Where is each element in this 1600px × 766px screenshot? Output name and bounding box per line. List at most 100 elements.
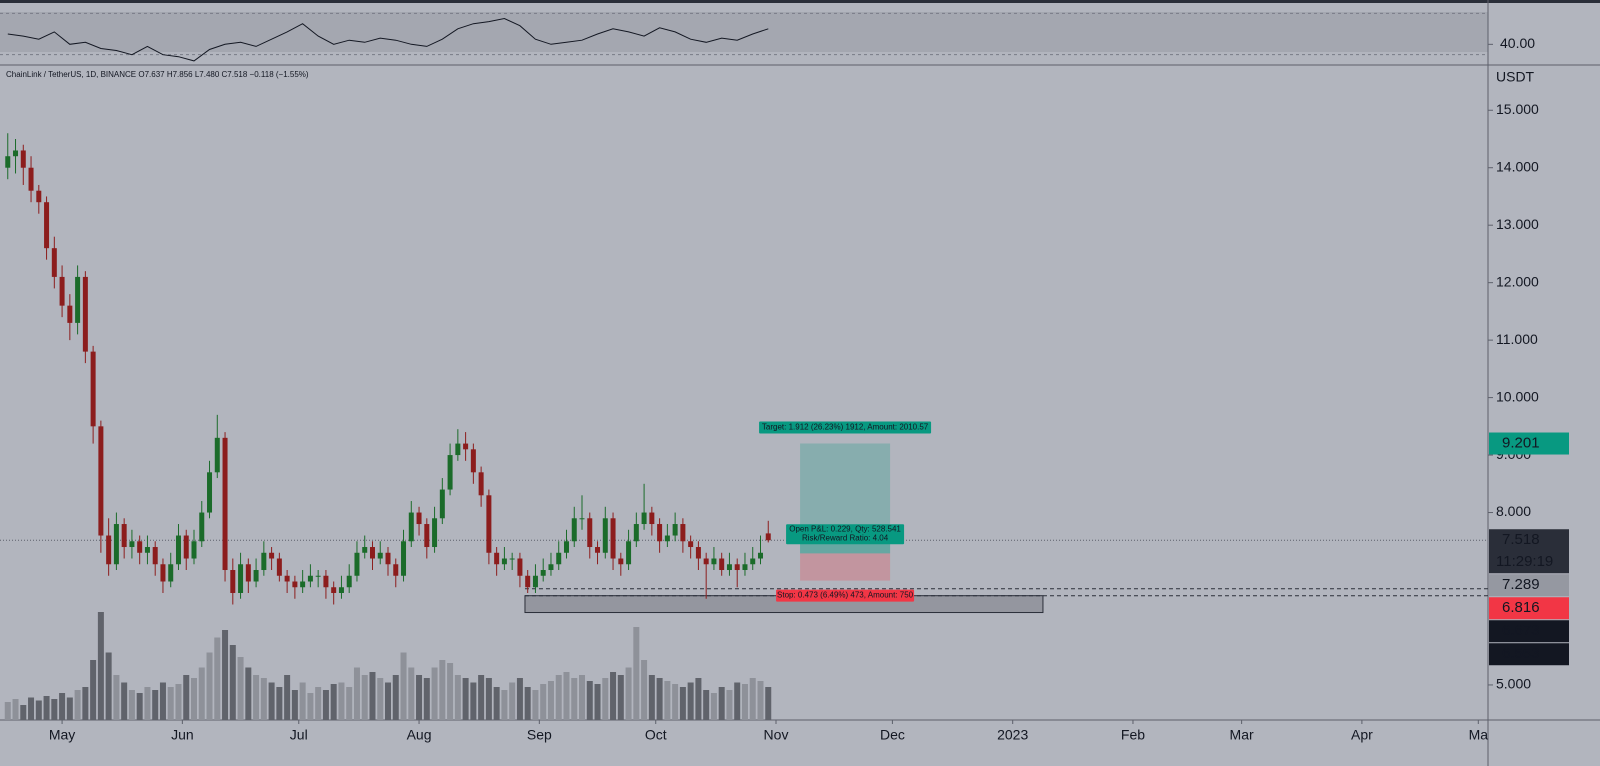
volume-bar	[524, 687, 531, 720]
volume-bar	[687, 682, 694, 720]
candle-body	[238, 564, 244, 593]
volume-bar	[656, 678, 663, 720]
price-badge	[1489, 574, 1569, 597]
x-tick-label: Aug	[407, 727, 432, 743]
candle-body	[610, 518, 616, 559]
candle-body	[5, 156, 11, 168]
candle-body	[563, 541, 569, 553]
volume-bar	[152, 690, 159, 720]
volume-bar	[633, 627, 640, 720]
y-tick-label: 5.000	[1496, 676, 1531, 692]
target-label-box	[759, 421, 932, 434]
volume-bar	[703, 690, 710, 720]
volume-bar	[191, 678, 198, 720]
candle-body	[362, 547, 368, 553]
candle-body	[144, 547, 150, 553]
candle-body	[160, 564, 166, 582]
candle-body	[393, 564, 399, 576]
candle-body	[556, 552, 562, 565]
candle-body	[424, 524, 430, 548]
volume-bar	[710, 693, 717, 720]
y-tick-label: 14.000	[1496, 158, 1539, 174]
candle-body	[703, 558, 709, 565]
x-tick-label: Oct	[645, 727, 667, 743]
candle-body	[292, 581, 298, 588]
volume-bar	[322, 690, 329, 720]
volume-bar	[408, 667, 415, 720]
x-tick-label: Jul	[290, 727, 308, 743]
volume-bar	[579, 675, 586, 720]
y-tick-label: 11.000	[1496, 331, 1538, 347]
ratio-label: Risk/Reward Ratio: 4.04	[802, 533, 889, 542]
volume-bar	[291, 690, 298, 720]
volume-bar	[571, 678, 578, 720]
volume-bar	[245, 667, 252, 720]
candle-body	[245, 564, 251, 582]
volume-bar	[610, 672, 617, 720]
candle-body	[261, 552, 267, 571]
candle-body	[222, 437, 228, 571]
candle-body	[44, 202, 50, 249]
candle-body	[13, 150, 19, 157]
volume-bar	[307, 693, 314, 720]
candle-body	[377, 552, 383, 559]
volume-bar	[183, 675, 190, 720]
candle-body	[354, 552, 360, 576]
candle-body	[486, 495, 492, 553]
volume-bar	[695, 678, 702, 720]
candle-body	[587, 518, 593, 548]
candle-body	[579, 518, 585, 520]
volume-bar	[12, 699, 19, 720]
candle-body	[750, 558, 756, 565]
y-tick-label: 13.000	[1496, 216, 1539, 232]
candle-body	[664, 535, 670, 542]
candle-body	[152, 547, 158, 565]
candle-body	[478, 472, 484, 496]
candle-body	[447, 455, 453, 490]
candle-body	[315, 575, 321, 577]
candle-body	[548, 564, 554, 571]
candle-body	[129, 541, 135, 548]
price-badge	[1489, 643, 1569, 666]
volume-bar	[757, 681, 764, 720]
candle-body	[439, 489, 445, 519]
volume-bar	[641, 660, 648, 720]
volume-bar	[175, 684, 182, 720]
volume-bar	[222, 630, 229, 720]
candle-body	[719, 558, 725, 571]
stop-label-box	[776, 589, 915, 602]
pnl-label: Open P&L: 0.229, Qty: 528.541	[789, 524, 901, 533]
volume-bar	[229, 645, 236, 720]
candle-body	[106, 535, 112, 565]
stop-label: Stop: 0.473 (6.49%) 473, Amount: 750	[777, 591, 914, 600]
volume-bar	[431, 667, 438, 720]
candle-body	[416, 512, 422, 525]
volume-bar	[439, 660, 446, 720]
price-badge-label: 6.673	[1502, 622, 1540, 639]
volume-bar	[532, 690, 539, 720]
x-tick-label: Sep	[527, 727, 552, 743]
volume-bar	[74, 690, 81, 720]
volume-bar	[20, 705, 27, 720]
candle-body	[183, 535, 189, 559]
volume-bar	[540, 684, 547, 720]
x-tick-label: Ma	[1469, 727, 1489, 743]
candle-body	[734, 564, 740, 571]
y-tick-label: 15.000	[1496, 101, 1539, 117]
volume-bar	[346, 687, 353, 720]
volume-bar	[66, 697, 73, 720]
price-badge-label: 7.289	[1502, 576, 1540, 593]
candle-body	[28, 167, 34, 191]
volume-bar	[648, 675, 655, 720]
volume-bar	[478, 675, 485, 720]
candle-body	[276, 558, 282, 576]
candle-body	[300, 581, 306, 588]
top-bar	[0, 0, 1600, 3]
volume-bar	[509, 682, 516, 720]
candle-body	[230, 570, 236, 593]
volume-bar	[625, 667, 632, 720]
candle-body	[765, 533, 771, 541]
volume-bar	[493, 687, 500, 720]
candle-body	[455, 443, 461, 456]
candle-body	[571, 518, 577, 542]
